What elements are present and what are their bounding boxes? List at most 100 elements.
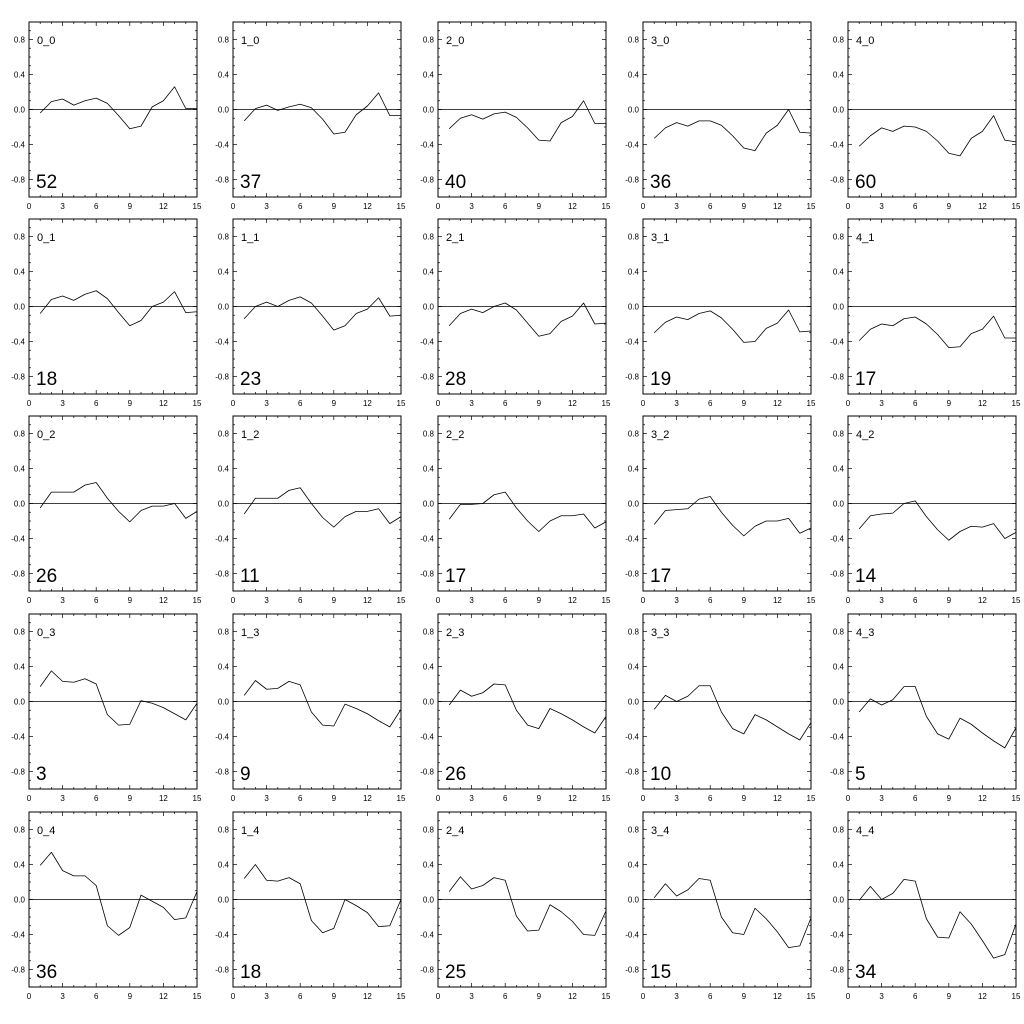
panel-count: 15 [650, 962, 671, 983]
x-tick-label: 12 [568, 399, 577, 408]
panel-label: 2_0 [446, 35, 464, 47]
y-tick-label: 0.8 [423, 36, 435, 45]
y-tick-label: -0.8 [830, 966, 844, 975]
x-tick-label: 0 [846, 596, 851, 605]
series-line-1_0 [243, 92, 401, 135]
panel-label: 0_1 [37, 232, 55, 244]
y-tick-label: -0.8 [420, 373, 434, 382]
x-tick-label: 9 [332, 596, 337, 605]
x-tick-label: 6 [913, 992, 918, 1001]
y-tick-label: -0.8 [215, 373, 229, 382]
x-tick-label: 15 [602, 992, 611, 1001]
y-tick-label: 0.8 [218, 430, 230, 439]
y-tick-label: -0.4 [830, 733, 844, 742]
panel-label: 0_3 [37, 627, 55, 639]
x-tick-label: 3 [469, 202, 474, 211]
x-tick-label: 0 [231, 992, 236, 1001]
y-tick-label: 0.8 [628, 826, 640, 835]
panel-1_3: -0.8 -0.4 0.0 0.4 0.8 0 3 6 9 12 15 1_3 9 [215, 613, 406, 803]
panel-count: 14 [855, 566, 877, 587]
x-tick-label: 9 [947, 992, 952, 1001]
y-tick-label: 0.0 [833, 106, 845, 115]
panel-3_2: -0.8 -0.4 0.0 0.4 0.8 0 3 6 9 12 15 3_2 17 [625, 415, 816, 605]
x-tick-label: 9 [128, 596, 133, 605]
x-tick-label: 3 [674, 992, 679, 1001]
panel-2_0: -0.8 -0.4 0.0 0.4 0.8 0 3 6 9 12 15 2_0 40 [420, 21, 611, 211]
series-line-1_4 [243, 864, 402, 934]
panel-count: 34 [855, 962, 877, 983]
panel-count: 18 [36, 369, 57, 390]
panel-label: 3_0 [651, 35, 669, 47]
x-tick-label: 9 [332, 202, 337, 211]
x-tick-label: 15 [1012, 399, 1021, 408]
y-tick-label: 0.8 [14, 628, 26, 637]
series-line-3_1 [653, 309, 812, 343]
y-tick-label: 0.4 [833, 663, 845, 672]
panel-4_0: -0.8 -0.4 0.0 0.4 0.8 0 3 6 9 12 15 4_0 60 [830, 21, 1021, 211]
y-tick-label: 0.8 [14, 36, 26, 45]
y-tick-label: 0.0 [218, 303, 230, 312]
x-tick-label: 9 [742, 992, 747, 1001]
y-tick-label: 0.0 [628, 896, 640, 905]
y-tick-label: 0.8 [14, 430, 26, 439]
panel-label: 2_2 [446, 429, 464, 441]
x-tick-label: 0 [436, 992, 441, 1001]
x-tick-label: 15 [1012, 202, 1021, 211]
x-tick-label: 15 [397, 596, 406, 605]
y-tick-label: 0.4 [423, 861, 435, 870]
x-tick-label: 3 [264, 596, 269, 605]
panel-label: 3_2 [651, 429, 669, 441]
x-tick-label: 3 [674, 399, 679, 408]
x-tick-label: 15 [397, 992, 406, 1001]
panel-count: 18 [240, 962, 261, 983]
x-tick-label: 9 [128, 992, 133, 1001]
x-tick-label: 12 [568, 202, 577, 211]
x-tick-label: 3 [60, 202, 65, 211]
series-line-4_0 [858, 115, 1017, 157]
y-tick-label: 0.8 [833, 233, 845, 242]
x-tick-label: 6 [708, 992, 713, 1001]
x-tick-label: 3 [674, 596, 679, 605]
series-line-0_0 [39, 86, 197, 130]
x-tick-label: 12 [159, 596, 168, 605]
panel-label: 2_3 [446, 627, 464, 639]
x-tick-label: 6 [298, 794, 303, 803]
y-tick-label: 0.0 [423, 500, 435, 509]
y-tick-label: 0.8 [423, 628, 435, 637]
x-tick-label: 12 [363, 992, 372, 1001]
panel-0_0: -0.8 -0.4 0.0 0.4 0.8 0 3 6 9 12 15 0_0 52 [11, 21, 202, 211]
y-tick-label: -0.4 [420, 141, 434, 150]
panel-count: 17 [855, 369, 876, 390]
x-tick-label: 6 [913, 399, 918, 408]
panel-count: 26 [445, 764, 466, 785]
y-tick-label: 0.0 [218, 500, 230, 509]
x-tick-label: 3 [879, 399, 884, 408]
y-tick-label: -0.4 [830, 338, 844, 347]
x-tick-label: 6 [94, 202, 99, 211]
y-tick-label: 0.0 [423, 303, 435, 312]
x-tick-label: 9 [947, 202, 952, 211]
y-tick-label: -0.8 [215, 966, 229, 975]
x-tick-label: 12 [773, 596, 782, 605]
x-tick-label: 15 [193, 202, 202, 211]
y-tick-label: 0.4 [833, 465, 845, 474]
x-tick-label: 12 [363, 596, 372, 605]
panel-1_0: -0.8 -0.4 0.0 0.4 0.8 0 3 6 9 12 15 1_0 37 [215, 21, 406, 211]
x-tick-label: 3 [674, 794, 679, 803]
y-tick-label: -0.4 [420, 338, 434, 347]
y-tick-label: 0.0 [14, 303, 26, 312]
x-tick-label: 6 [503, 596, 508, 605]
series-line-4_1 [858, 315, 1016, 349]
y-tick-label: 0.4 [628, 465, 640, 474]
series-line-2_1 [448, 302, 607, 337]
x-tick-label: 3 [879, 596, 884, 605]
panel-4_3: -0.8 -0.4 0.0 0.4 0.8 0 3 6 9 12 15 4_3 5 [830, 613, 1021, 803]
y-tick-label: 0.0 [218, 698, 230, 707]
y-tick-label: 0.8 [628, 430, 640, 439]
x-tick-label: 9 [742, 794, 747, 803]
y-tick-label: 0.0 [628, 500, 640, 509]
y-tick-label: -0.4 [420, 535, 434, 544]
panel-count: 5 [855, 764, 866, 785]
panel-4_2: -0.8 -0.4 0.0 0.4 0.8 0 3 6 9 12 15 4_2 14 [830, 415, 1021, 605]
